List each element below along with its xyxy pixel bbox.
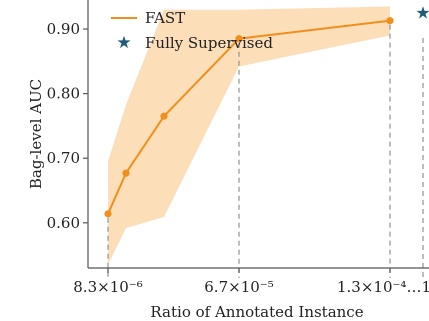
y-axis-label: Bag-level AUC bbox=[27, 79, 45, 189]
fast-data-point bbox=[104, 210, 112, 218]
y-tick-label: 0.80 bbox=[47, 85, 80, 103]
fast-data-point bbox=[235, 35, 243, 43]
y-tick-label: 0.60 bbox=[47, 214, 80, 232]
fast-data-point bbox=[122, 169, 130, 177]
fast-confidence-band bbox=[108, 6, 390, 265]
legend-star-icon: ★ bbox=[116, 33, 131, 53]
x-tick-label: 6.7×10⁻⁵ bbox=[204, 278, 273, 296]
ticks-layer: 0.60 0.70 0.80 0.90 8.3×10⁻⁶ 6.7×10⁻⁵ 1.3×10⁻⁴… bbox=[47, 20, 429, 296]
vertical-guides-layer bbox=[107, 24, 424, 278]
x-tick-label: 8.3×10⁻⁶ bbox=[73, 278, 142, 296]
fully-supervised-point: ★ bbox=[415, 3, 429, 23]
fast-data-point bbox=[160, 112, 168, 120]
x-tick-label: 1.3×10⁻⁴…1 bbox=[337, 278, 429, 296]
y-tick-label: 0.90 bbox=[47, 20, 80, 38]
legend-fully-supervised-label: Fully Supervised bbox=[145, 34, 273, 52]
fast-confidence-band-layer bbox=[108, 6, 390, 265]
x-axis-label: Ratio of Annotated Instance bbox=[150, 303, 363, 321]
series-layer: ★ bbox=[104, 3, 429, 218]
legend: FAST ★ Fully Supervised bbox=[111, 9, 273, 53]
fast-data-point bbox=[386, 17, 394, 25]
y-tick-label: 0.70 bbox=[47, 149, 80, 167]
legend-fast-label: FAST bbox=[145, 9, 185, 27]
